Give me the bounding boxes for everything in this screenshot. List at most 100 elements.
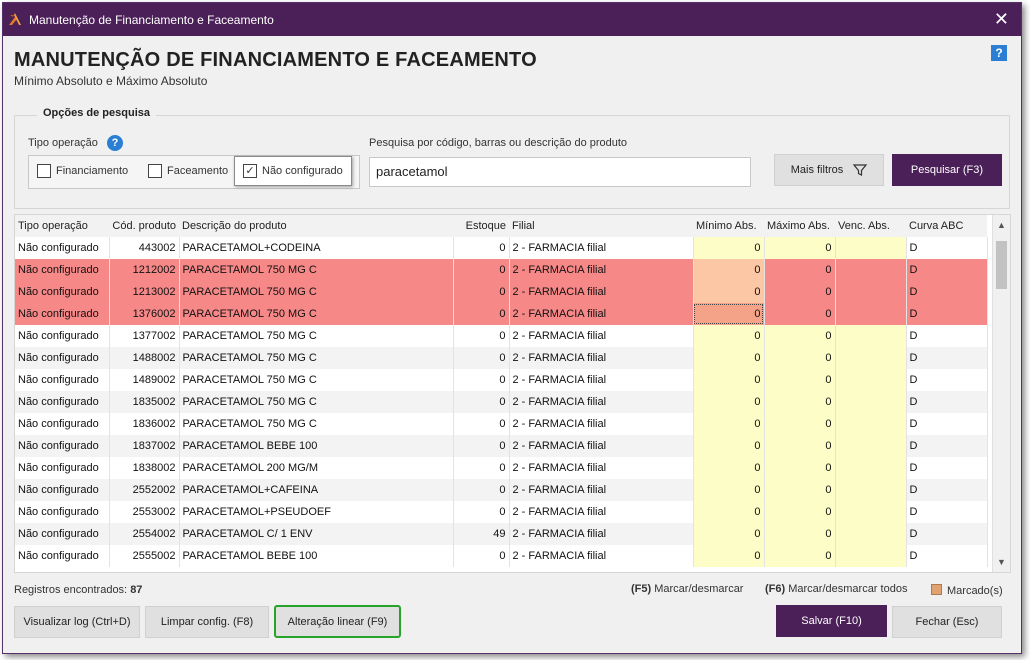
cell-max[interactable]: 0 — [764, 281, 836, 303]
cell-cod: 1835002 — [109, 391, 180, 413]
cell-venc[interactable] — [835, 347, 907, 369]
cell-max[interactable]: 0 — [764, 413, 836, 435]
scroll-up-icon[interactable]: ▲ — [997, 220, 1006, 230]
clear-config-button[interactable]: Limpar config. (F8) — [145, 606, 269, 638]
cell-venc[interactable] — [835, 259, 907, 281]
cell-venc[interactable] — [835, 435, 907, 457]
cell-min[interactable]: 0 — [693, 545, 765, 567]
table-row[interactable]: Não configurado 1213002 PARACETAMOL 750 MG… — [15, 281, 988, 303]
cell-tipo: Não configurado — [15, 435, 110, 457]
cell-max[interactable]: 0 — [764, 369, 836, 391]
table-row[interactable]: Não configurado 2553002 PARACETAMOL+PSEUDO… — [15, 501, 988, 523]
cell-venc[interactable] — [835, 391, 907, 413]
table-row[interactable]: Não configurado 1212002 PARACETAMOL 750 MG… — [15, 259, 988, 281]
table-row[interactable]: Não configurado 2552002 PARACETAMOL+CAFEIN… — [15, 479, 988, 501]
table-row[interactable]: Não configurado 1488002 PARACETAMOL 750 MG… — [15, 347, 988, 369]
cell-max[interactable]: 0 — [764, 237, 836, 259]
cell-max[interactable]: 0 — [764, 545, 836, 567]
cell-venc[interactable] — [835, 523, 907, 545]
cell-max[interactable]: 0 — [764, 347, 836, 369]
cell-venc[interactable] — [835, 545, 907, 567]
cell-min[interactable]: 0 — [693, 501, 765, 523]
cell-desc: PARACETAMOL 750 MG C — [179, 369, 454, 391]
table-row[interactable]: Não configurado 2554002 PARACETAMOL C/ 1 E… — [15, 523, 988, 545]
cell-desc: PARACETAMOL 750 MG C — [179, 413, 454, 435]
table-row[interactable]: Não configurado 443002 PARACETAMOL+CODEINA… — [15, 237, 988, 259]
cell-curva: D — [906, 435, 988, 457]
cell-max[interactable]: 0 — [764, 479, 836, 501]
linear-change-button[interactable]: Alteração linear (F9) — [274, 605, 401, 638]
table-row[interactable]: Não configurado 1835002 PARACETAMOL 750 MG… — [15, 391, 988, 413]
table-row[interactable]: Não configurado 2555002 PARACETAMOL BEBE 1… — [15, 545, 988, 567]
cell-min[interactable]: 0 — [693, 479, 765, 501]
table-row[interactable]: Não configurado 1837002 PARACETAMOL BEBE 1… — [15, 435, 988, 457]
cell-min[interactable]: 0 — [693, 281, 765, 303]
cell-venc[interactable] — [835, 479, 907, 501]
checkbox-nao-configurado[interactable]: ✓ Não configurado — [234, 156, 352, 186]
close-button[interactable]: Fechar (Esc) — [892, 606, 1002, 638]
cell-venc[interactable] — [835, 501, 907, 523]
cell-min[interactable]: 0 — [693, 259, 765, 281]
cell-min[interactable]: 0 — [693, 325, 765, 347]
cell-min[interactable]: 0 — [693, 523, 765, 545]
save-button[interactable]: Salvar (F10) — [776, 605, 887, 637]
cell-min[interactable]: 0 — [693, 413, 765, 435]
checkbox-box[interactable] — [37, 164, 51, 178]
search-button[interactable]: Pesquisar (F3) — [892, 154, 1002, 186]
cell-venc[interactable] — [835, 457, 907, 479]
column-header[interactable]: Descrição do produto — [179, 215, 453, 237]
close-icon[interactable]: ✕ — [993, 9, 1009, 29]
cell-cod: 1838002 — [109, 457, 180, 479]
cell-venc[interactable] — [835, 325, 907, 347]
cell-venc[interactable] — [835, 281, 907, 303]
cell-max[interactable]: 0 — [764, 325, 836, 347]
column-header[interactable]: Curva ABC — [906, 215, 987, 237]
more-filters-button[interactable]: Mais filtros — [774, 154, 884, 186]
cell-max[interactable]: 0 — [764, 435, 836, 457]
cell-min[interactable]: 0 — [693, 457, 765, 479]
cell-max[interactable]: 0 — [764, 303, 836, 325]
cell-min[interactable]: 0 — [693, 369, 765, 391]
help-icon[interactable]: ? — [991, 45, 1007, 61]
column-header[interactable]: Mínimo Abs. — [693, 215, 764, 237]
cell-max[interactable]: 0 — [764, 501, 836, 523]
checkbox-financiamento[interactable]: Financiamento — [37, 164, 128, 178]
column-header[interactable]: Filial — [509, 215, 693, 237]
operation-help-icon[interactable]: ? — [107, 135, 123, 151]
table-row[interactable]: Não configurado 1836002 PARACETAMOL 750 MG… — [15, 413, 988, 435]
cell-venc[interactable] — [835, 237, 907, 259]
checkbox-faceamento[interactable]: Faceamento — [148, 164, 228, 178]
cell-max[interactable]: 0 — [764, 391, 836, 413]
cell-min[interactable]: 0 — [693, 303, 765, 325]
table-row[interactable]: Não configurado 1376002 PARACETAMOL 750 MG… — [15, 303, 988, 325]
column-header[interactable]: Venc. Abs. — [835, 215, 906, 237]
f6-key: (F6) — [765, 583, 786, 595]
cell-min[interactable]: 0 — [693, 237, 765, 259]
cell-cod: 1213002 — [109, 281, 180, 303]
vertical-scrollbar[interactable]: ▲ ▼ — [992, 215, 1010, 572]
cell-min[interactable]: 0 — [693, 391, 765, 413]
scroll-down-icon[interactable]: ▼ — [997, 557, 1006, 567]
scrollbar-thumb[interactable] — [996, 241, 1007, 289]
cell-desc: PARACETAMOL 750 MG C — [179, 325, 454, 347]
cell-venc[interactable] — [835, 369, 907, 391]
column-header[interactable]: Tipo operação — [15, 215, 109, 237]
column-header[interactable]: Estoque — [453, 215, 509, 237]
table-row[interactable]: Não configurado 1377002 PARACETAMOL 750 MG… — [15, 325, 988, 347]
cell-venc[interactable] — [835, 303, 907, 325]
column-header[interactable]: Cód. produto — [109, 215, 179, 237]
checkbox-box[interactable] — [148, 164, 162, 178]
cell-max[interactable]: 0 — [764, 457, 836, 479]
check-icon[interactable]: ✓ — [243, 164, 257, 178]
title-bar: Manutenção de Financiamento e Faceamento… — [3, 3, 1021, 36]
cell-venc[interactable] — [835, 413, 907, 435]
cell-min[interactable]: 0 — [693, 435, 765, 457]
column-header[interactable]: Máximo Abs. — [764, 215, 835, 237]
table-row[interactable]: Não configurado 1838002 PARACETAMOL 200 MG… — [15, 457, 988, 479]
cell-min[interactable]: 0 — [693, 347, 765, 369]
table-row[interactable]: Não configurado 1489002 PARACETAMOL 750 MG… — [15, 369, 988, 391]
cell-max[interactable]: 0 — [764, 523, 836, 545]
view-log-button[interactable]: Visualizar log (Ctrl+D) — [14, 606, 140, 638]
search-input[interactable]: paracetamol — [369, 157, 751, 187]
cell-max[interactable]: 0 — [764, 259, 836, 281]
